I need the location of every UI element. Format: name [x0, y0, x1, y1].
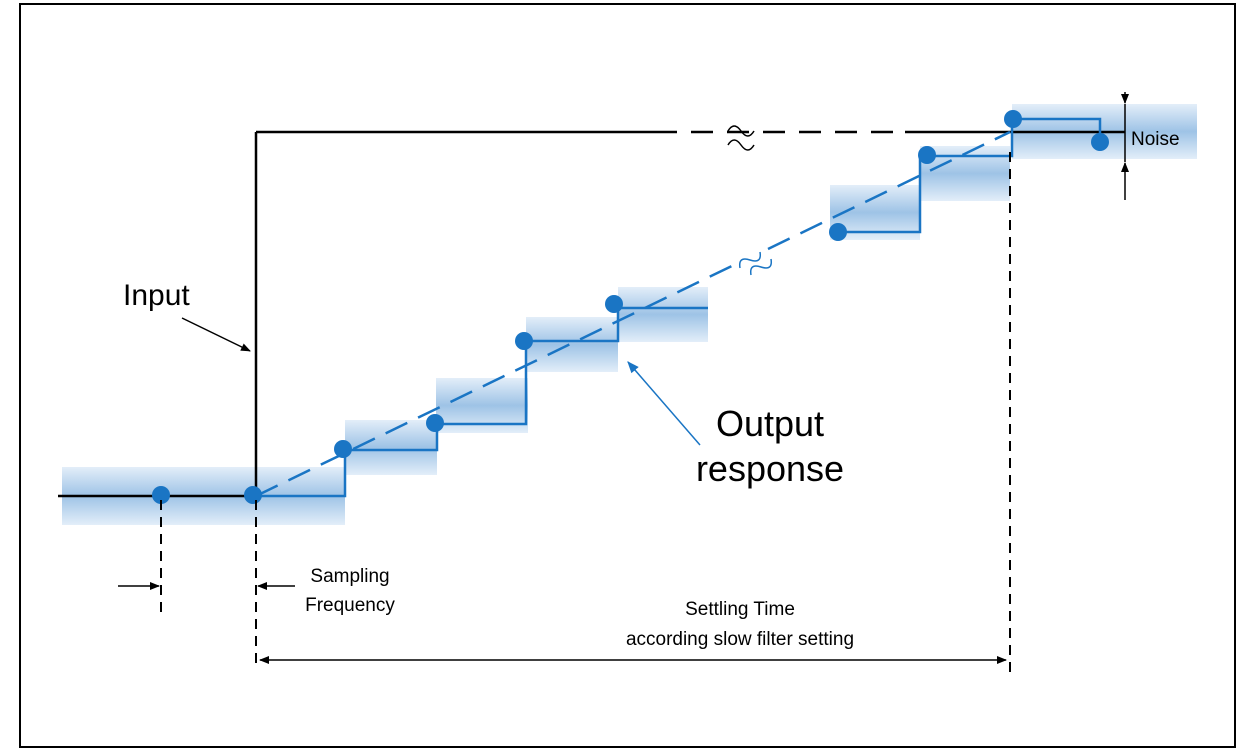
sample-point — [605, 295, 623, 313]
noise-band — [526, 317, 618, 372]
output-pointer-arrow — [627, 361, 701, 446]
axis-break-icon — [738, 251, 773, 276]
sampling-label-line1: Sampling — [310, 566, 389, 587]
output-trend-line — [767, 130, 1011, 251]
noise-label: Noise — [1131, 129, 1180, 150]
input-label: Input — [123, 279, 190, 312]
input-signal — [58, 125, 1125, 498]
axis-break-icon — [727, 125, 755, 151]
output-label-line1: Output — [716, 403, 824, 444]
diagram-frame — [19, 3, 1236, 748]
settling-label-line2: according slow filter setting — [626, 629, 854, 650]
settling-time-dimension — [259, 152, 1011, 675]
sampling-label-line2: Frequency — [305, 595, 395, 616]
settling-label-line1: Settling Time — [685, 599, 795, 620]
sample-point — [1091, 133, 1109, 151]
sample-point — [244, 486, 262, 504]
output-label-line2: response — [696, 448, 844, 489]
input-pointer-arrow — [181, 317, 251, 352]
sample-point — [334, 440, 352, 458]
sample-point — [829, 223, 847, 241]
output-step-line — [838, 117, 1102, 234]
sample-points — [152, 110, 1109, 504]
sample-point — [1004, 110, 1022, 128]
output-trend-line — [255, 261, 739, 498]
sample-point — [918, 146, 936, 164]
output-step-line — [256, 306, 708, 498]
sample-point — [515, 332, 533, 350]
sample-point — [152, 486, 170, 504]
noise-band — [345, 420, 437, 475]
output-signal — [255, 117, 1102, 498]
sampling-frequency-dimension — [118, 500, 295, 665]
sample-point — [426, 414, 444, 432]
